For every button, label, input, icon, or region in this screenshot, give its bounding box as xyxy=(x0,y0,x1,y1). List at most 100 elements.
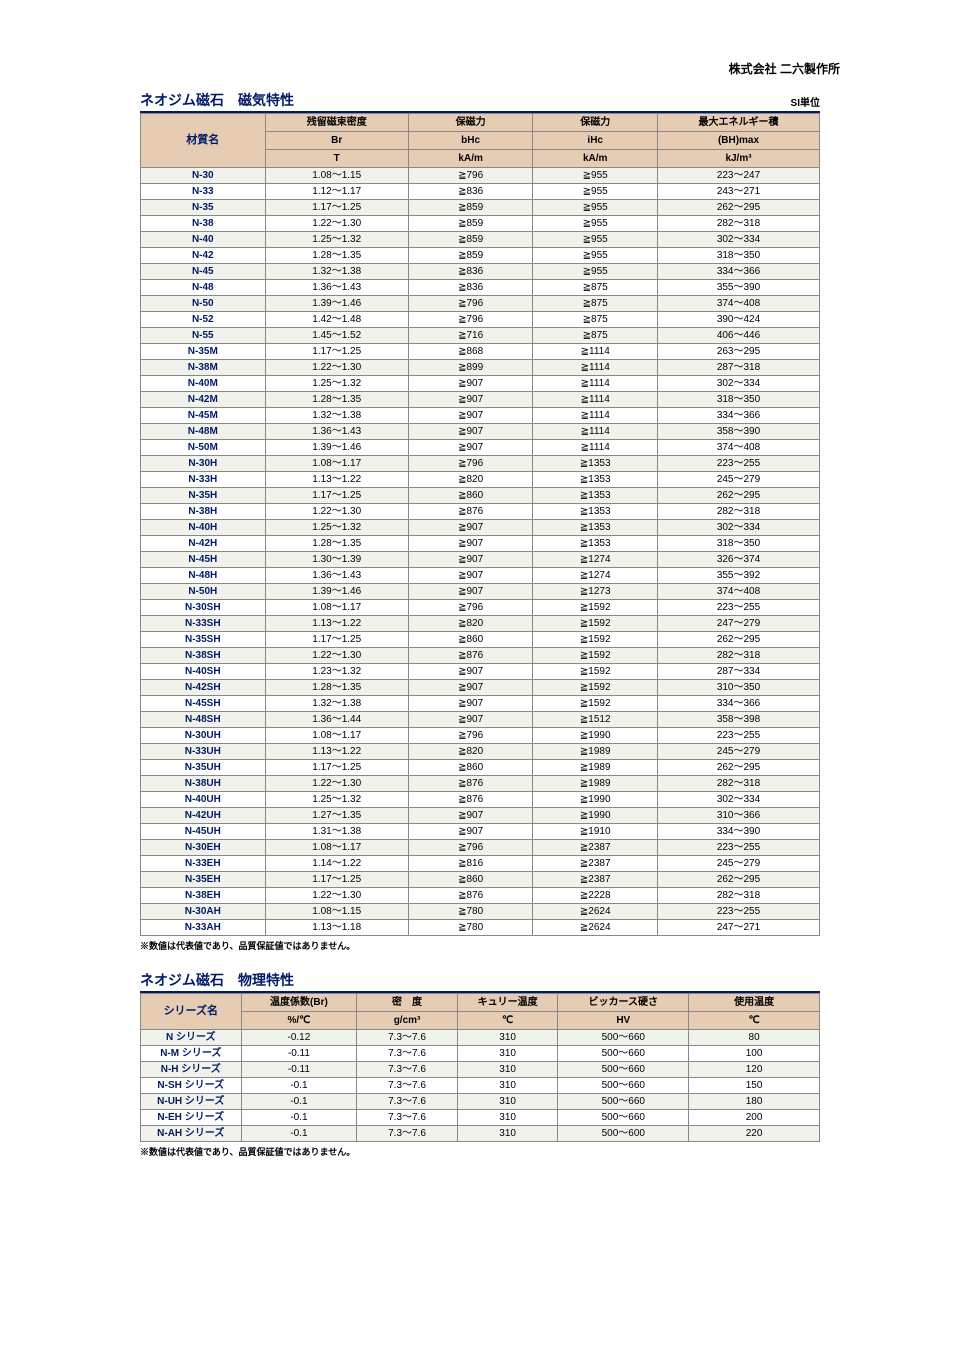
table-row: N-421.28～1.35≧859≧955318～350 xyxy=(141,248,820,264)
table-cell: 1.22～1.30 xyxy=(265,648,408,664)
table-cell: 1.27～1.35 xyxy=(265,808,408,824)
th-density: 密 度 xyxy=(357,994,458,1012)
table-cell: 7.3～7.6 xyxy=(357,1126,458,1142)
table-row: N-30AH1.08～1.15≧780≧2624223～255 xyxy=(141,904,820,920)
table-cell: N-40UH xyxy=(141,792,266,808)
table-row: N-SH シリーズ-0.17.3～7.6310500～660150 xyxy=(141,1078,820,1094)
table-cell: 1.31～1.38 xyxy=(265,824,408,840)
table-cell: 355～392 xyxy=(658,568,820,584)
table-row: N-48H1.36～1.43≧907≧1274355～392 xyxy=(141,568,820,584)
table-cell: 262～295 xyxy=(658,632,820,648)
th-bhmax-sym: (BH)max xyxy=(658,132,820,150)
table-cell: ≧1114 xyxy=(533,360,658,376)
table2-title-text: ネオジム磁石 物理特性 xyxy=(140,972,294,988)
table-cell: 1.28～1.35 xyxy=(265,248,408,264)
table-cell: ≧876 xyxy=(408,776,533,792)
table-row: N-33SH1.13～1.22≧820≧1592247～279 xyxy=(141,616,820,632)
table-row: N-45UH1.31～1.38≧907≧1910334～390 xyxy=(141,824,820,840)
table-cell: ≧875 xyxy=(533,328,658,344)
table-row: N-35H1.17～1.25≧860≧1353262～295 xyxy=(141,488,820,504)
table-cell: 1.22～1.30 xyxy=(265,216,408,232)
table-cell: 1.25～1.32 xyxy=(265,792,408,808)
table-row: N-45SH1.32～1.38≧907≧1592334～366 xyxy=(141,696,820,712)
table-cell: 1.08～1.17 xyxy=(265,600,408,616)
table-cell: 220 xyxy=(689,1126,820,1142)
table-cell: -0.12 xyxy=(241,1030,357,1046)
table-cell: ≧1592 xyxy=(533,616,658,632)
table-cell: ≧955 xyxy=(533,232,658,248)
table-row: N-40SH1.23～1.32≧907≧1592287～334 xyxy=(141,664,820,680)
table-cell: 310 xyxy=(457,1094,558,1110)
table-row: N-38SH1.22～1.30≧876≧1592282～318 xyxy=(141,648,820,664)
table-cell: N-30AH xyxy=(141,904,266,920)
table-row: N-481.36～1.43≧836≧875355～390 xyxy=(141,280,820,296)
table-cell: 1.28～1.35 xyxy=(265,680,408,696)
table-cell: 302～334 xyxy=(658,376,820,392)
table-cell: 245～279 xyxy=(658,472,820,488)
table-cell: ≧907 xyxy=(408,392,533,408)
th-bhc-unit: kA/m xyxy=(408,150,533,168)
table-cell: 355～390 xyxy=(658,280,820,296)
table-cell: 223～255 xyxy=(658,728,820,744)
table-cell: 120 xyxy=(689,1062,820,1078)
table-cell: 1.39～1.46 xyxy=(265,440,408,456)
table-cell: 282～318 xyxy=(658,888,820,904)
table-cell: ≧907 xyxy=(408,808,533,824)
table-cell: ≧859 xyxy=(408,248,533,264)
th-br-label: 残留磁束密度 xyxy=(265,114,408,132)
table-cell: 310 xyxy=(457,1030,558,1046)
table-cell: 80 xyxy=(689,1030,820,1046)
table-cell: 310 xyxy=(457,1126,558,1142)
table-cell: N-35UH xyxy=(141,760,266,776)
table-cell: 1.13～1.18 xyxy=(265,920,408,936)
table-cell: N-38SH xyxy=(141,648,266,664)
table-cell: 1.25～1.32 xyxy=(265,376,408,392)
table-cell: 245～279 xyxy=(658,744,820,760)
table-cell: 247～271 xyxy=(658,920,820,936)
table-row: N-42M1.28～1.35≧907≧1114318～350 xyxy=(141,392,820,408)
table-cell: 223～255 xyxy=(658,456,820,472)
table-cell: 7.3～7.6 xyxy=(357,1046,458,1062)
table-cell: ≧2387 xyxy=(533,840,658,856)
table-cell: ≧1274 xyxy=(533,552,658,568)
table-cell: N-35H xyxy=(141,488,266,504)
table-cell: ≧796 xyxy=(408,728,533,744)
table-cell: N-45H xyxy=(141,552,266,568)
table-cell: 7.3～7.6 xyxy=(357,1094,458,1110)
physical-props-title: ネオジム磁石 物理特性 xyxy=(140,970,820,993)
table-row: N-451.32～1.38≧836≧955334～366 xyxy=(141,264,820,280)
table-cell: 1.39～1.46 xyxy=(265,584,408,600)
table-cell: N-30 xyxy=(141,168,266,184)
table-cell: ≧907 xyxy=(408,520,533,536)
th-vickers-u: HV xyxy=(558,1012,689,1030)
th-optemp: 使用温度 xyxy=(689,994,820,1012)
table-cell: -0.1 xyxy=(241,1110,357,1126)
table-cell: N-45M xyxy=(141,408,266,424)
table-cell: ≧1592 xyxy=(533,680,658,696)
table-row: N-M シリーズ-0.117.3～7.6310500～660100 xyxy=(141,1046,820,1062)
table-row: N-401.25～1.32≧859≧955302～334 xyxy=(141,232,820,248)
table-cell: 1.17～1.25 xyxy=(265,872,408,888)
table-cell: ≧796 xyxy=(408,600,533,616)
table-cell: N-UH シリーズ xyxy=(141,1094,242,1110)
table-cell: ≧2624 xyxy=(533,904,658,920)
table-cell: 1.17～1.25 xyxy=(265,200,408,216)
table-cell: ≧1274 xyxy=(533,568,658,584)
table-cell: ≧1353 xyxy=(533,504,658,520)
table-cell: ≧820 xyxy=(408,616,533,632)
table-cell: ≧1989 xyxy=(533,760,658,776)
table-cell: ≧1273 xyxy=(533,584,658,600)
table-row: N シリーズ-0.127.3～7.6310500～66080 xyxy=(141,1030,820,1046)
table-cell: 1.32～1.38 xyxy=(265,408,408,424)
table-cell: N-45SH xyxy=(141,696,266,712)
table1-title-text: ネオジム磁石 磁気特性 xyxy=(140,92,294,108)
table-cell: ≧796 xyxy=(408,840,533,856)
table-cell: 1.13～1.22 xyxy=(265,616,408,632)
table-row: N-521.42～1.48≧796≧875390～424 xyxy=(141,312,820,328)
table-row: N-38M1.22～1.30≧899≧1114287～318 xyxy=(141,360,820,376)
table-cell: ≧860 xyxy=(408,872,533,888)
table-cell: -0.1 xyxy=(241,1078,357,1094)
table-row: N-38UH1.22～1.30≧876≧1989282～318 xyxy=(141,776,820,792)
table-cell: N-55 xyxy=(141,328,266,344)
table-cell: N-42UH xyxy=(141,808,266,824)
